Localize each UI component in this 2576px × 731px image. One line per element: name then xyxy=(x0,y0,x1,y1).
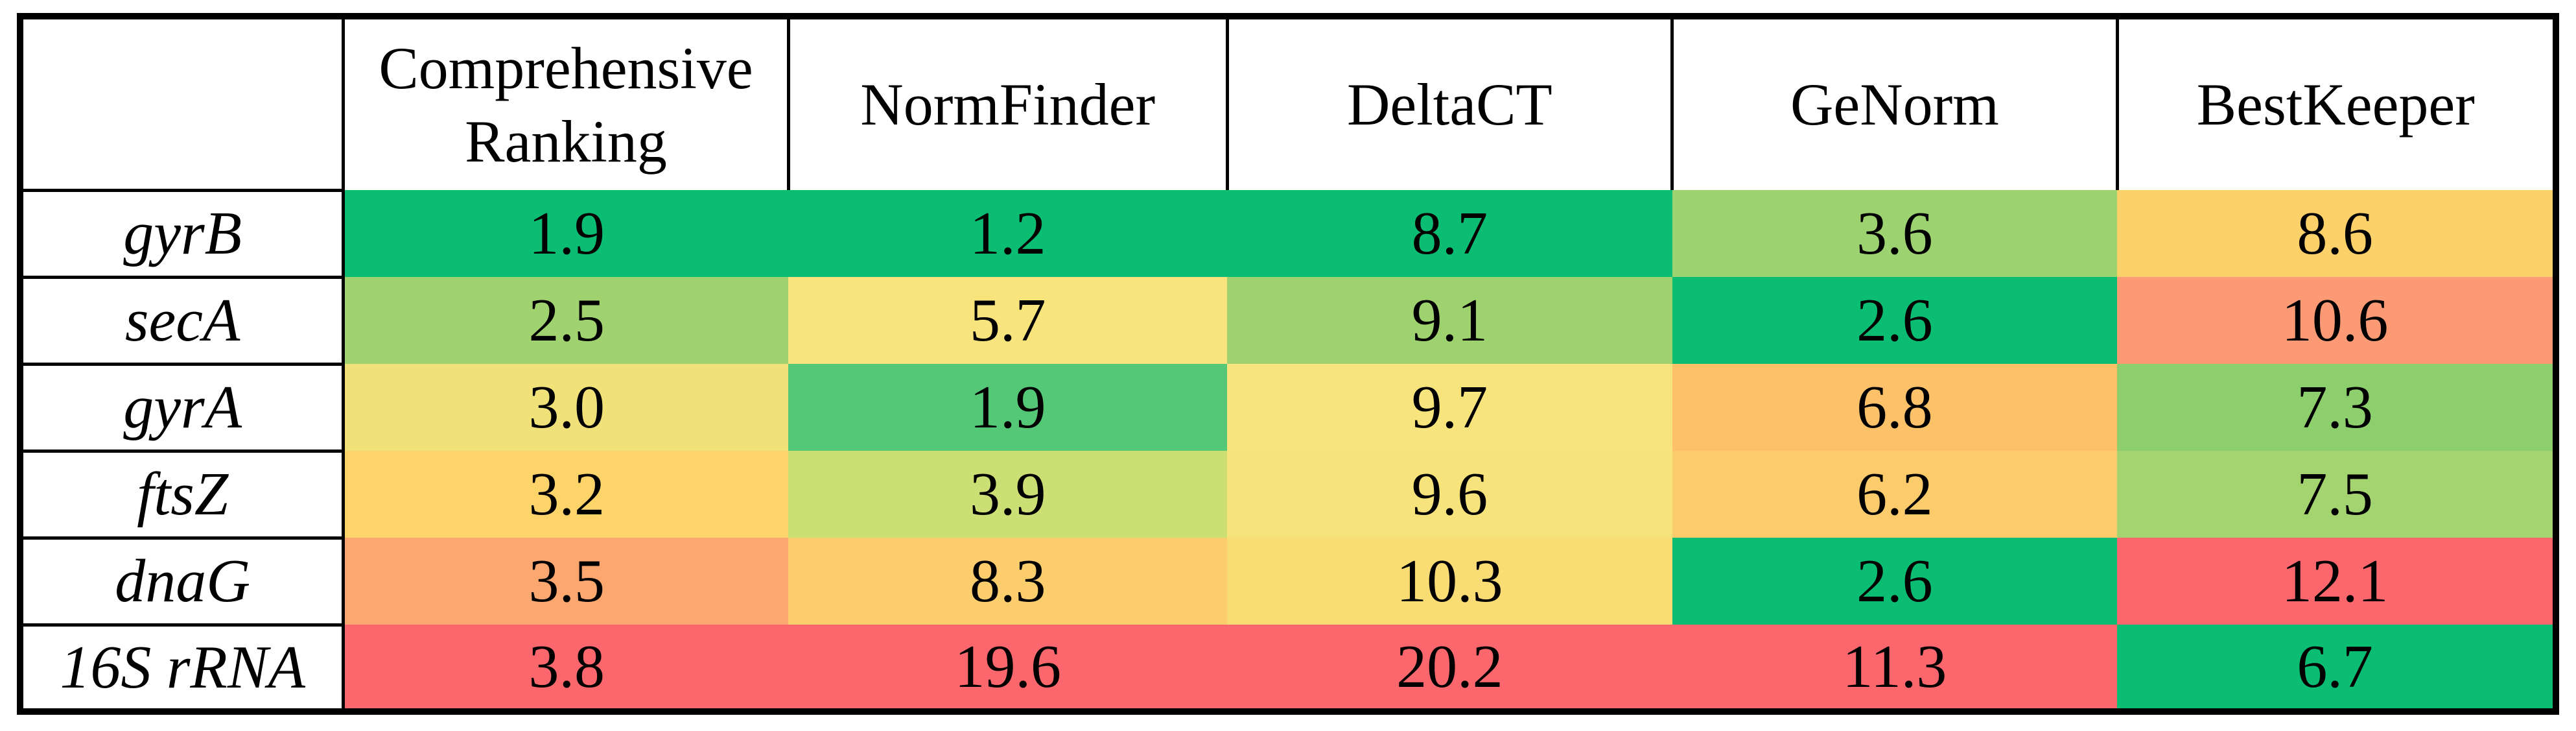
cell-ftsz-genorm: 6.2 xyxy=(1672,451,2118,538)
cell-seca-normfinder: 5.7 xyxy=(788,277,1228,364)
cell-16s-rrna-comprehensive-ranking: 3.8 xyxy=(343,625,789,712)
cell-ftsz-deltact: 9.6 xyxy=(1227,451,1672,538)
cell-dnag-deltact: 10.3 xyxy=(1227,538,1672,625)
cell-16s-rrna-normfinder: 19.6 xyxy=(788,625,1228,712)
cell-gyra-deltact: 9.7 xyxy=(1227,364,1672,451)
column-header-genorm: GeNorm xyxy=(1670,14,2119,190)
cell-gyra-normfinder: 1.9 xyxy=(788,364,1228,451)
cell-ftsz-normfinder: 3.9 xyxy=(788,451,1228,538)
column-header-deltact: DeltaCT xyxy=(1225,14,1674,190)
table-row-gyrb: gyrB 1.9 1.2 8.7 3.6 8.6 xyxy=(18,188,2556,279)
cell-gyra-comprehensive-ranking: 3.0 xyxy=(343,364,789,451)
row-label-dnag: dnaG xyxy=(18,536,345,627)
cell-dnag-normfinder: 8.3 xyxy=(788,538,1228,625)
cell-dnag-genorm: 2.6 xyxy=(1672,538,2118,625)
row-label-16s-rrna: 16S rRNA xyxy=(18,623,345,713)
cell-seca-bestkeeper: 10.6 xyxy=(2117,277,2556,364)
cell-dnag-bestkeeper: 12.1 xyxy=(2117,538,2556,625)
cell-gyrb-comprehensive-ranking: 1.9 xyxy=(343,190,789,277)
cell-dnag-comprehensive-ranking: 3.5 xyxy=(343,538,789,625)
cell-seca-comprehensive-ranking: 2.5 xyxy=(343,277,789,364)
row-label-seca: secA xyxy=(18,275,345,366)
cell-gyra-bestkeeper: 7.3 xyxy=(2117,364,2556,451)
row-label-gyrb: gyrB xyxy=(18,188,345,279)
cell-gyrb-deltact: 8.7 xyxy=(1227,190,1672,277)
cell-ftsz-comprehensive-ranking: 3.2 xyxy=(343,451,789,538)
cell-seca-genorm: 2.6 xyxy=(1672,277,2118,364)
column-header-comprehensive-ranking: Comprehensive Ranking xyxy=(342,14,790,190)
cell-gyrb-bestkeeper: 8.6 xyxy=(2117,190,2556,277)
row-label-ftsz: ftsZ xyxy=(18,449,345,540)
table-row-seca: secA 2.5 5.7 9.1 2.6 10.6 xyxy=(18,275,2556,366)
cell-gyra-genorm: 6.8 xyxy=(1672,364,2118,451)
cell-16s-rrna-deltact: 20.2 xyxy=(1227,625,1672,712)
gene-stability-heatmap-table: Comprehensive Ranking NormFinder DeltaCT… xyxy=(17,13,2559,715)
corner-header-cell xyxy=(18,14,345,192)
cell-16s-rrna-genorm: 11.3 xyxy=(1672,625,2118,712)
column-header-bestkeeper: BestKeeper xyxy=(2115,14,2558,190)
stability-ranking-table: Comprehensive Ranking NormFinder DeltaCT… xyxy=(17,13,2559,715)
cell-gyrb-normfinder: 1.2 xyxy=(788,190,1228,277)
cell-ftsz-bestkeeper: 7.5 xyxy=(2117,451,2556,538)
column-header-normfinder: NormFinder xyxy=(786,14,1229,190)
header-row: Comprehensive Ranking NormFinder DeltaCT… xyxy=(18,14,2558,192)
cell-seca-deltact: 9.1 xyxy=(1227,277,1672,364)
table-row-ftsz: ftsZ 3.2 3.9 9.6 6.2 7.5 xyxy=(18,449,2556,540)
table-row-gyra: gyrA 3.0 1.9 9.7 6.8 7.3 xyxy=(18,362,2556,453)
table-row-16s-rrna: 16S rRNA 3.8 19.6 20.2 11.3 6.7 xyxy=(18,623,2556,713)
cell-gyrb-genorm: 3.6 xyxy=(1672,190,2118,277)
row-label-gyra: gyrA xyxy=(18,362,345,453)
table-row-dnag: dnaG 3.5 8.3 10.3 2.6 12.1 xyxy=(18,536,2556,627)
cell-16s-rrna-bestkeeper: 6.7 xyxy=(2117,625,2556,712)
